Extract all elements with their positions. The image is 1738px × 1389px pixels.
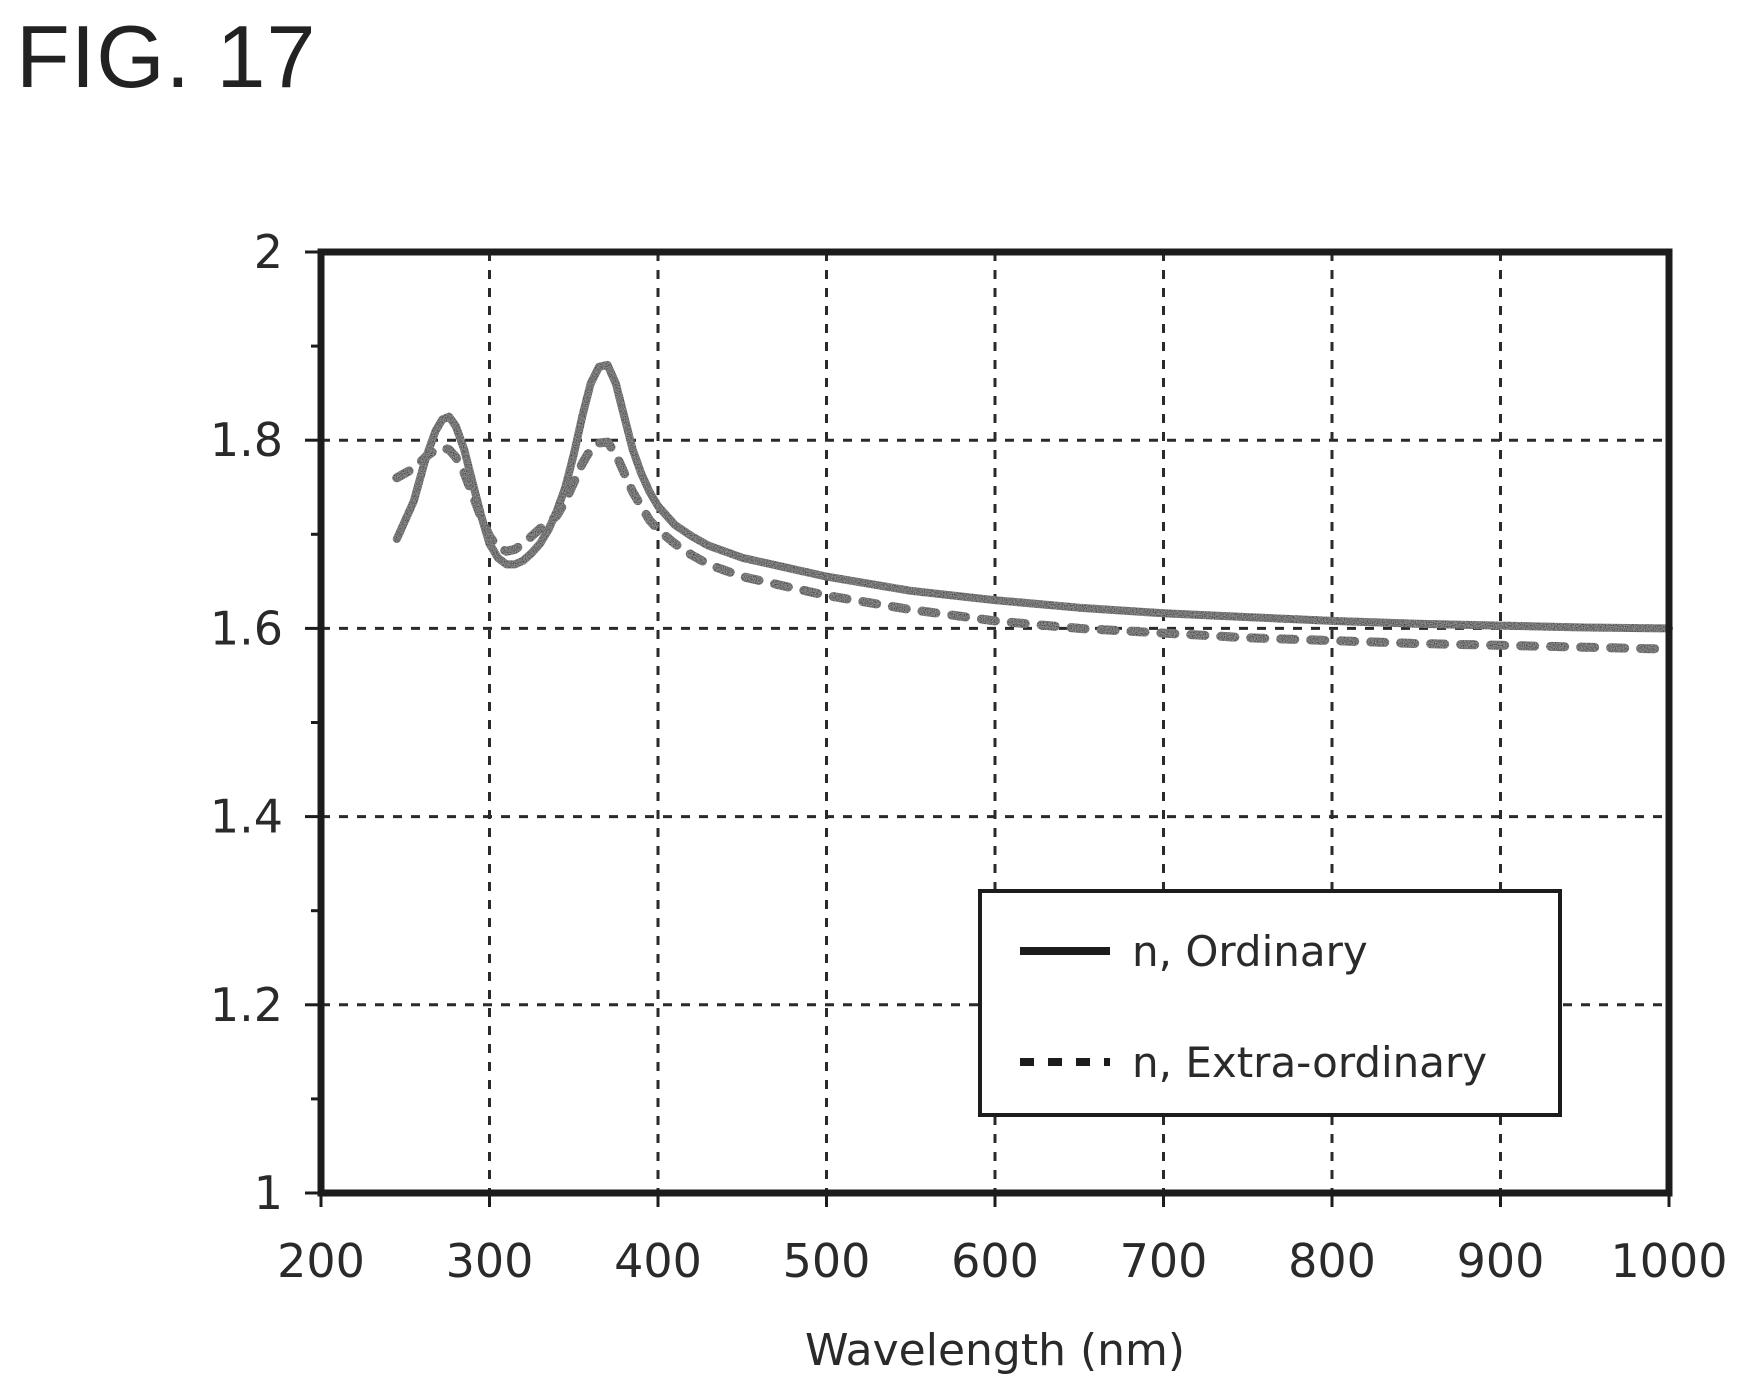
x-tick-label-1000: 1000 — [1610, 1234, 1727, 1288]
legend-box — [978, 889, 1562, 1117]
series-line-ordinary — [392, 360, 1673, 633]
x-tick-label-600: 600 — [951, 1234, 1039, 1288]
x-tick-labels: 200 300 400 500 600 700 800 900 1000 — [277, 1234, 1727, 1288]
x-tick-label-400: 400 — [614, 1234, 702, 1288]
series-lines — [392, 360, 1674, 654]
y-tick-label-1: 1 — [254, 1166, 283, 1220]
series-line-extraordinary — [392, 437, 1674, 654]
legend-label-extraordinary: n, Extra-ordinary — [1132, 1038, 1487, 1087]
y-tick-label-1-8: 1.8 — [210, 413, 283, 467]
x-axis-title: Wavelength (nm) — [805, 1325, 1185, 1376]
y-tick-label-1-2: 1.2 — [210, 978, 283, 1032]
x-tick-label-500: 500 — [783, 1234, 871, 1288]
legend-label-ordinary: n, Ordinary — [1132, 927, 1368, 976]
x-tick-label-200: 200 — [277, 1234, 365, 1288]
x-tick-label-800: 800 — [1288, 1234, 1376, 1288]
legend: n, Ordinary n, Extra-ordinary — [978, 889, 1562, 1117]
y-tick-label-1-4: 1.4 — [210, 790, 283, 844]
x-tick-label-900: 900 — [1457, 1234, 1545, 1288]
figure-label: FIG. 17 — [16, 7, 317, 106]
tick-marks — [305, 250, 1671, 1207]
y-tick-label-2: 2 — [254, 225, 283, 279]
x-tick-label-300: 300 — [446, 1234, 534, 1288]
y-tick-labels: 1 1.2 1.4 1.6 1.8 2 — [210, 225, 283, 1220]
y-tick-label-1-6: 1.6 — [210, 601, 283, 655]
x-tick-label-700: 700 — [1120, 1234, 1208, 1288]
